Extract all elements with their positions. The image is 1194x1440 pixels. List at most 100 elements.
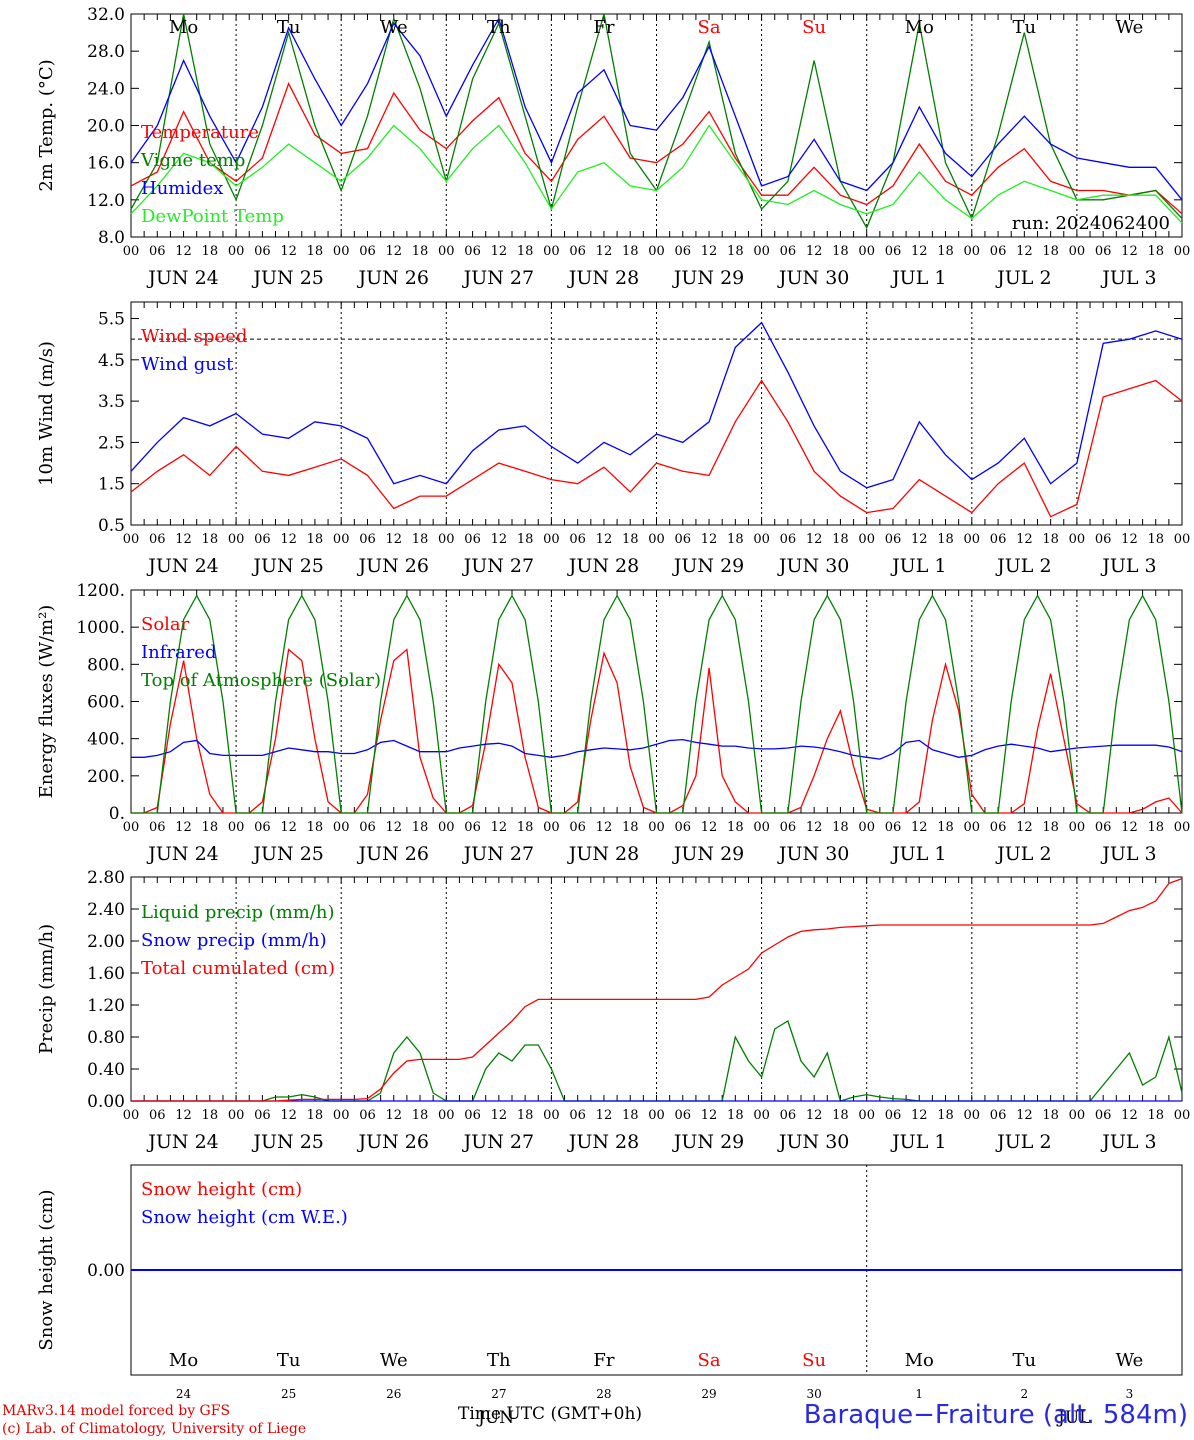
hour-label: 06: [254, 244, 271, 259]
date-label: JUN 29: [672, 1131, 744, 1153]
hour-label: 06: [885, 244, 902, 259]
hour-label: 12: [385, 532, 402, 547]
legend-entry: DewPoint Temp: [141, 206, 284, 227]
hour-label: 00: [1069, 244, 1086, 259]
hour-label: 00: [964, 244, 981, 259]
date-label: JUN 28: [567, 1131, 639, 1153]
weekday-label: Mo: [905, 17, 934, 38]
hour-label: 06: [990, 1108, 1007, 1123]
date-label: JUN 25: [251, 555, 323, 577]
hour-label: 18: [1042, 532, 1059, 547]
day-number-label: 26: [386, 1387, 401, 1401]
series-line-2-2: [130, 321, 1183, 489]
hour-label: 00: [333, 244, 350, 259]
y-tick-label: 32.0: [87, 5, 125, 25]
date-label: JUL 2: [995, 843, 1051, 865]
hour-label: 00: [333, 1108, 350, 1123]
hour-label: 06: [359, 244, 376, 259]
y-tick-label: 2.00: [87, 932, 125, 952]
hour-label: 18: [412, 820, 429, 835]
hour-label: 06: [780, 820, 797, 835]
series-line-1-1: [130, 82, 1183, 215]
y-tick-label: 1.5: [98, 475, 125, 495]
y-tick-label: 0.5: [98, 516, 125, 536]
hour-label: 06: [254, 820, 271, 835]
legend-entry: Top of Atmosphere (Solar): [141, 670, 381, 691]
hour-label: 00: [648, 244, 665, 259]
legend-entry: Temperature: [141, 122, 259, 143]
hour-label: 12: [175, 1108, 192, 1123]
hour-label: 18: [412, 244, 429, 259]
hour-label: 00: [438, 244, 455, 259]
weekday-label: Tu: [277, 17, 301, 38]
hour-label: 12: [1016, 244, 1033, 259]
date-label: JUN 30: [777, 555, 849, 577]
date-label: JUN 24: [146, 555, 218, 577]
weekday-label: Mo: [169, 17, 198, 38]
date-label: JUL 3: [1100, 843, 1156, 865]
hour-label: 00: [1174, 532, 1191, 547]
date-label: JUN 24: [146, 843, 218, 865]
lab-credit: (c) Lab. of Climatology, University of L…: [2, 1421, 307, 1437]
legend-entry: Solar: [141, 614, 190, 635]
hour-label: 12: [175, 820, 192, 835]
y-tick-label: 1000.: [76, 618, 125, 638]
hour-label: 00: [228, 820, 245, 835]
hour-label: 12: [1121, 244, 1138, 259]
legend-entry: Vigne temp: [140, 150, 245, 171]
y-tick-label: 16.0: [87, 154, 125, 174]
hour-label: 06: [464, 532, 481, 547]
hour-label: 12: [701, 532, 718, 547]
y-tick-label: 2.5: [98, 433, 125, 453]
hour-label: 12: [596, 1108, 613, 1123]
date-label: JUN 28: [567, 267, 639, 289]
hour-label: 06: [464, 1108, 481, 1123]
y-tick-label: 1.60: [87, 964, 125, 984]
y-tick-label: 4.5: [98, 351, 125, 371]
hour-label: 06: [149, 820, 166, 835]
day-number-label: 2: [1021, 1387, 1029, 1401]
hour-label: 12: [1016, 820, 1033, 835]
hour-label: 12: [596, 820, 613, 835]
hour-label: 00: [858, 820, 875, 835]
day-number-label: 28: [596, 1387, 611, 1401]
station-label: Baraque−Fraiture (alt. 584m): [803, 1400, 1188, 1430]
hour-label: 00: [753, 244, 770, 259]
hour-label: 00: [333, 820, 350, 835]
hour-label: 00: [123, 244, 140, 259]
time-axis-label: Time UTC (GMT+0h): [458, 1404, 642, 1424]
date-label: JUN 26: [357, 267, 429, 289]
weekday-label: We: [1116, 17, 1144, 38]
date-label: JUN 24: [146, 1131, 218, 1153]
hour-label: 18: [937, 820, 954, 835]
hour-label: 00: [438, 820, 455, 835]
hour-label: 12: [280, 532, 297, 547]
date-label: JUN 25: [251, 843, 323, 865]
legend-entry: Wind speed: [141, 326, 247, 347]
hour-label: 12: [385, 1108, 402, 1123]
y-tick-label: 400.: [87, 730, 125, 750]
hour-label: 12: [806, 820, 823, 835]
weekday-label: Th: [487, 17, 511, 38]
hour-label: 00: [543, 532, 560, 547]
y-tick-label: 2.40: [87, 900, 125, 920]
hour-label: 00: [1174, 1108, 1191, 1123]
hour-label: 00: [1069, 1108, 1086, 1123]
hour-label: 12: [175, 532, 192, 547]
date-label: JUN 27: [462, 843, 534, 865]
hour-label: 12: [1016, 532, 1033, 547]
y-tick-label: 1.20: [87, 996, 125, 1016]
y-tick-label: 5.5: [98, 310, 125, 330]
date-label: JUL 1: [890, 555, 946, 577]
date-label: JUL 1: [890, 267, 946, 289]
hour-label: 18: [202, 820, 219, 835]
hour-label: 00: [964, 1108, 981, 1123]
hour-label: 12: [806, 532, 823, 547]
hour-label: 00: [753, 532, 770, 547]
date-label: JUL 3: [1100, 267, 1156, 289]
hour-label: 12: [280, 244, 297, 259]
hour-label: 12: [911, 532, 928, 547]
hour-label: 18: [727, 1108, 744, 1123]
legend-entry: Snow height (cm W.E.): [141, 1207, 348, 1228]
